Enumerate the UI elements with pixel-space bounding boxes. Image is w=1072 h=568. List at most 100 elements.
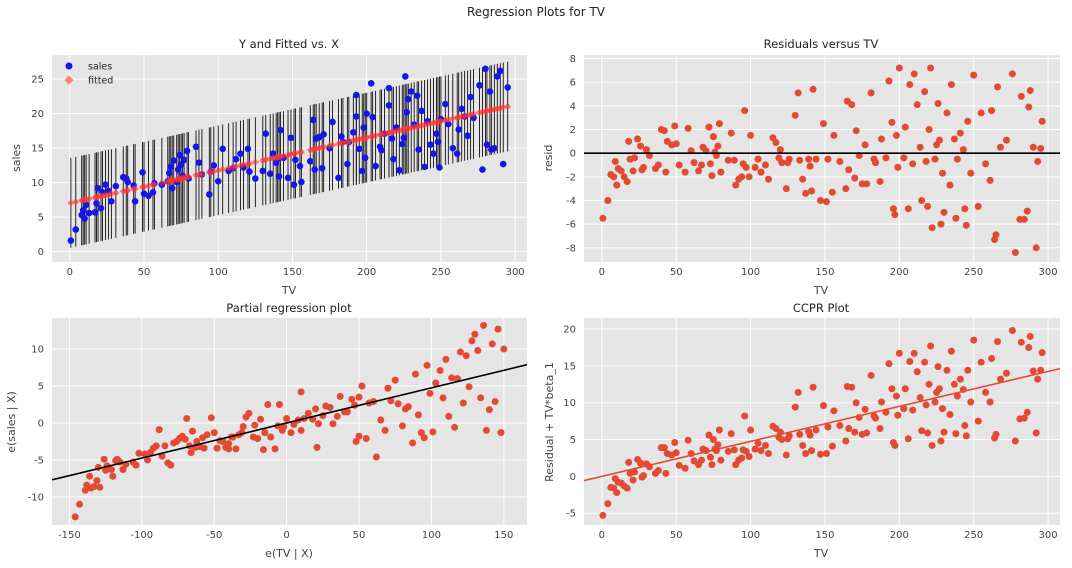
data-point: [977, 358, 985, 366]
fitted-point: [131, 185, 139, 193]
data-point: [876, 424, 884, 432]
data-point: [724, 156, 732, 164]
data-point: [219, 437, 227, 445]
data-point: [878, 398, 885, 406]
sales-point: [232, 155, 240, 163]
sales-point: [504, 84, 512, 91]
data-point: [925, 380, 933, 388]
y-tick-label: 0: [570, 149, 576, 160]
data-point: [742, 447, 750, 455]
data-point: [152, 442, 160, 450]
data-point: [717, 168, 725, 176]
data-point: [889, 205, 897, 213]
data-point: [684, 436, 692, 444]
x-tick-label: 300: [1039, 267, 1058, 278]
data-point: [946, 181, 954, 189]
legend: sales fitted: [64, 62, 113, 87]
data-point: [931, 155, 939, 163]
data-point: [623, 484, 631, 492]
x-tick-label: 200: [890, 530, 909, 541]
data-point: [132, 461, 140, 469]
data-point: [828, 188, 836, 196]
data-point: [629, 167, 637, 175]
data-point: [895, 349, 903, 357]
data-point: [959, 146, 967, 154]
figure-title: Regression Plots for TV: [467, 5, 606, 19]
plot-marks: [584, 327, 1060, 519]
x-tick-label: 250: [431, 267, 450, 278]
data-point: [225, 445, 233, 453]
data-point: [482, 426, 490, 434]
data-point: [251, 421, 259, 429]
data-point: [155, 426, 163, 434]
y-tick-label: -8: [566, 243, 576, 254]
data-point: [672, 140, 680, 148]
sales-point: [81, 215, 88, 222]
data-point: [894, 411, 902, 419]
data-point: [709, 436, 717, 444]
fitted-point: [251, 158, 259, 166]
data-point: [900, 405, 908, 413]
data-point: [304, 409, 312, 417]
data-point: [631, 468, 639, 476]
data-point: [355, 393, 363, 401]
fitted-point: [124, 186, 132, 194]
data-point: [459, 399, 467, 407]
sales-point: [401, 73, 409, 80]
data-point: [275, 400, 283, 408]
data-point: [297, 388, 305, 396]
x-tick-label: 0: [599, 530, 605, 541]
data-point: [751, 445, 759, 453]
data-point: [362, 435, 370, 443]
data-point: [442, 355, 450, 363]
data-point: [671, 122, 679, 130]
y-tick-label: 0: [38, 418, 44, 429]
data-point: [836, 422, 844, 430]
fitted-point: [385, 129, 393, 137]
data-point: [845, 424, 853, 432]
sales-point: [453, 150, 461, 157]
legend-marker-sales: [65, 62, 73, 70]
data-point: [885, 360, 893, 368]
data-point: [754, 439, 762, 447]
sales-point: [404, 95, 412, 103]
data-point: [654, 161, 662, 169]
sales-point: [360, 124, 368, 131]
data-point: [982, 388, 990, 396]
data-point: [329, 420, 337, 428]
data-point: [1037, 144, 1045, 152]
data-point: [904, 435, 912, 443]
data-point: [709, 133, 717, 141]
sales-point: [214, 177, 222, 185]
data-point: [940, 428, 948, 436]
panel-title: CCPR Plot: [793, 301, 850, 315]
data-point: [754, 155, 762, 163]
data-point: [943, 366, 951, 374]
sales-point: [491, 144, 498, 152]
sales-point: [482, 65, 489, 73]
fitted-point: [297, 148, 305, 156]
data-point: [892, 392, 900, 400]
sales-point: [292, 156, 299, 164]
data-point: [491, 398, 499, 406]
data-point: [96, 483, 104, 491]
data-point: [1038, 117, 1046, 125]
sales-point: [284, 174, 292, 182]
sales-point: [139, 169, 146, 176]
fitted-point: [469, 110, 478, 118]
data-point: [916, 143, 924, 151]
sales-point: [499, 160, 507, 168]
data-point: [904, 205, 912, 213]
data-point: [90, 483, 98, 491]
data-point: [423, 361, 431, 369]
data-point: [107, 466, 115, 474]
plot-marks: [67, 61, 512, 248]
fitted-point: [401, 125, 409, 133]
y-tick-label: 10: [563, 398, 576, 409]
data-point: [940, 208, 948, 216]
sales-point: [259, 167, 267, 175]
sales-point: [167, 163, 175, 171]
sales-point: [486, 88, 494, 95]
data-point: [1017, 338, 1025, 346]
data-point: [913, 101, 921, 109]
